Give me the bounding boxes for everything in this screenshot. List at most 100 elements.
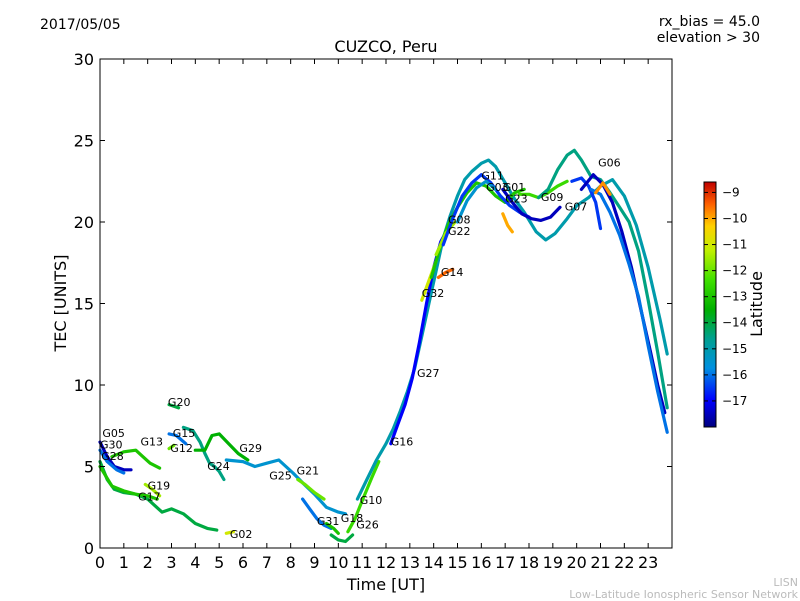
x-tick-label: 7 xyxy=(262,553,272,572)
series-g21 xyxy=(296,477,326,501)
sat-label-g15: G15 xyxy=(173,427,196,440)
series-g17 xyxy=(98,464,159,501)
sat-label-g01: G01 xyxy=(503,181,526,194)
y-axis: 0 5 10 15 20 25 30 xyxy=(74,50,672,558)
series-g06 xyxy=(570,176,603,231)
sat-label-g06: G06 xyxy=(598,157,621,170)
x-tick-label: 0 xyxy=(95,553,105,572)
sat-label-g24: G24 xyxy=(207,460,230,473)
x-tick-label: 15 xyxy=(447,553,467,572)
x-tick-label: 1 xyxy=(119,553,129,572)
series-g15 xyxy=(167,432,188,446)
chart-title: CUZCO, Peru xyxy=(334,37,438,56)
series-g23 xyxy=(501,212,514,234)
series-g30 xyxy=(98,448,126,475)
sat-label-g16: G16 xyxy=(391,435,414,448)
sat-label-g02: G02 xyxy=(230,528,253,541)
series-g03 xyxy=(455,179,498,224)
sat-label-g20: G20 xyxy=(168,396,191,409)
colorbar-tick-label: −13 xyxy=(722,290,747,304)
series-g29 xyxy=(193,432,250,462)
series-g31 xyxy=(301,497,333,531)
colorbar-tick-label: −17 xyxy=(722,394,747,408)
x-tick-label: 10 xyxy=(328,553,348,572)
sat-label-g03: G03 xyxy=(486,181,509,194)
colorbar-label: Latitude xyxy=(747,271,766,337)
sat-label-g32: G32 xyxy=(422,287,445,300)
sat-label-g13: G13 xyxy=(141,435,164,448)
elevation-label: elevation > 30 xyxy=(656,30,760,46)
colorbar-tick-label: −16 xyxy=(722,368,747,382)
sat-label-g30: G30 xyxy=(100,439,123,452)
plot-frame xyxy=(99,58,673,549)
y-tick-label: 5 xyxy=(84,458,94,477)
x-tick-label: 3 xyxy=(166,553,176,572)
series-g18 xyxy=(324,521,340,535)
x-tick-label: 9 xyxy=(309,553,319,572)
sat-label-g23: G23 xyxy=(505,192,528,205)
colorbar: −9 −10 −11 −12 −13 −14 −15 −16 −17 Latitude xyxy=(703,181,766,428)
sat-label-g25: G25 xyxy=(269,470,292,483)
sat-label-g11: G11 xyxy=(481,170,504,183)
series-g28 xyxy=(98,460,219,532)
sat-label-g31: G31 xyxy=(317,515,340,528)
series-g24 xyxy=(181,425,226,482)
sat-label-g07: G07 xyxy=(565,201,588,214)
x-tick-label: 2 xyxy=(143,553,153,572)
x-tick-label: 17 xyxy=(495,553,515,572)
colorbar-tick-label: −15 xyxy=(722,342,747,356)
x-tick-label: 22 xyxy=(614,553,634,572)
sat-label-g05: G05 xyxy=(102,427,125,440)
x-tick-label: 23 xyxy=(638,553,658,572)
x-tick-label: 20 xyxy=(566,553,586,572)
series-g12 xyxy=(167,443,176,451)
y-tick-label: 10 xyxy=(74,376,94,395)
series-g07 xyxy=(536,148,669,410)
x-axis-label: Time [UT] xyxy=(346,575,425,594)
rx-bias-label: rx_bias = 45.0 xyxy=(658,14,760,30)
y-tick-label: 20 xyxy=(74,213,94,232)
x-tick-label: 14 xyxy=(423,553,443,572)
series-g19 xyxy=(143,482,162,498)
sat-label-g09: G09 xyxy=(541,191,564,204)
series-g10 xyxy=(346,460,381,534)
colorbar-tick-label: −14 xyxy=(722,316,747,330)
series-g22 xyxy=(434,220,457,257)
series-g34 xyxy=(589,187,669,434)
series-g36 xyxy=(594,181,612,196)
y-tick-label: 25 xyxy=(74,132,94,151)
series-g20 xyxy=(167,403,181,410)
colorbar-tick-label: −12 xyxy=(722,264,747,278)
colorbar-tick-label: −10 xyxy=(722,211,747,225)
sat-label-g29: G29 xyxy=(239,442,262,455)
sat-label-g19: G19 xyxy=(148,479,171,492)
x-tick-label: 18 xyxy=(519,553,539,572)
series-g13 xyxy=(110,448,162,470)
sat-label-g28: G28 xyxy=(101,450,124,463)
sat-label-g22: G22 xyxy=(448,225,471,238)
sat-label-g18: G18 xyxy=(341,512,364,525)
x-tick-label: 19 xyxy=(543,553,563,572)
date-label: 2017/05/05 xyxy=(40,17,121,33)
data-marks xyxy=(98,148,669,544)
series-g26 xyxy=(329,533,355,544)
series-g25 xyxy=(224,458,348,516)
sat-label-g10: G10 xyxy=(360,494,383,507)
colorbar-tick-label: −9 xyxy=(722,185,740,199)
colorbar-tick-label: −11 xyxy=(722,238,747,252)
sat-label-g26: G26 xyxy=(356,518,379,531)
sat-label-g14: G14 xyxy=(441,266,464,279)
y-tick-label: 15 xyxy=(74,295,94,314)
credit-line-2: Low-Latitude Ionospheric Sensor Network xyxy=(569,588,798,601)
sat-label-g27: G27 xyxy=(417,367,440,380)
series-g11 xyxy=(441,173,531,247)
series-g14 xyxy=(436,267,455,279)
y-tick-label: 30 xyxy=(74,50,94,69)
sat-label-g08: G08 xyxy=(448,214,471,227)
series-g01 xyxy=(501,187,562,222)
y-tick-label: 0 xyxy=(84,539,94,558)
series-g02 xyxy=(224,530,236,535)
x-tick-label: 11 xyxy=(352,553,372,572)
x-tick-label: 21 xyxy=(590,553,610,572)
